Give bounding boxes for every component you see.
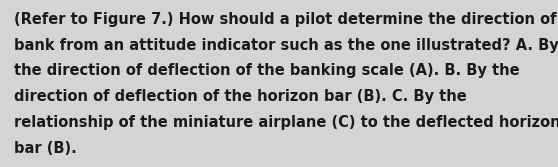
- Text: direction of deflection of the horizon bar (B). C. By the: direction of deflection of the horizon b…: [14, 89, 466, 104]
- Text: bank from an attitude indicator such as the one illustrated? A. By: bank from an attitude indicator such as …: [14, 38, 558, 53]
- Text: bar (B).: bar (B).: [14, 141, 76, 156]
- Text: (Refer to Figure 7.) How should a pilot determine the direction of: (Refer to Figure 7.) How should a pilot …: [14, 12, 556, 27]
- Text: the direction of deflection of the banking scale (A). B. By the: the direction of deflection of the banki…: [14, 63, 519, 78]
- Text: relationship of the miniature airplane (C) to the deflected horizon: relationship of the miniature airplane (…: [14, 115, 558, 130]
